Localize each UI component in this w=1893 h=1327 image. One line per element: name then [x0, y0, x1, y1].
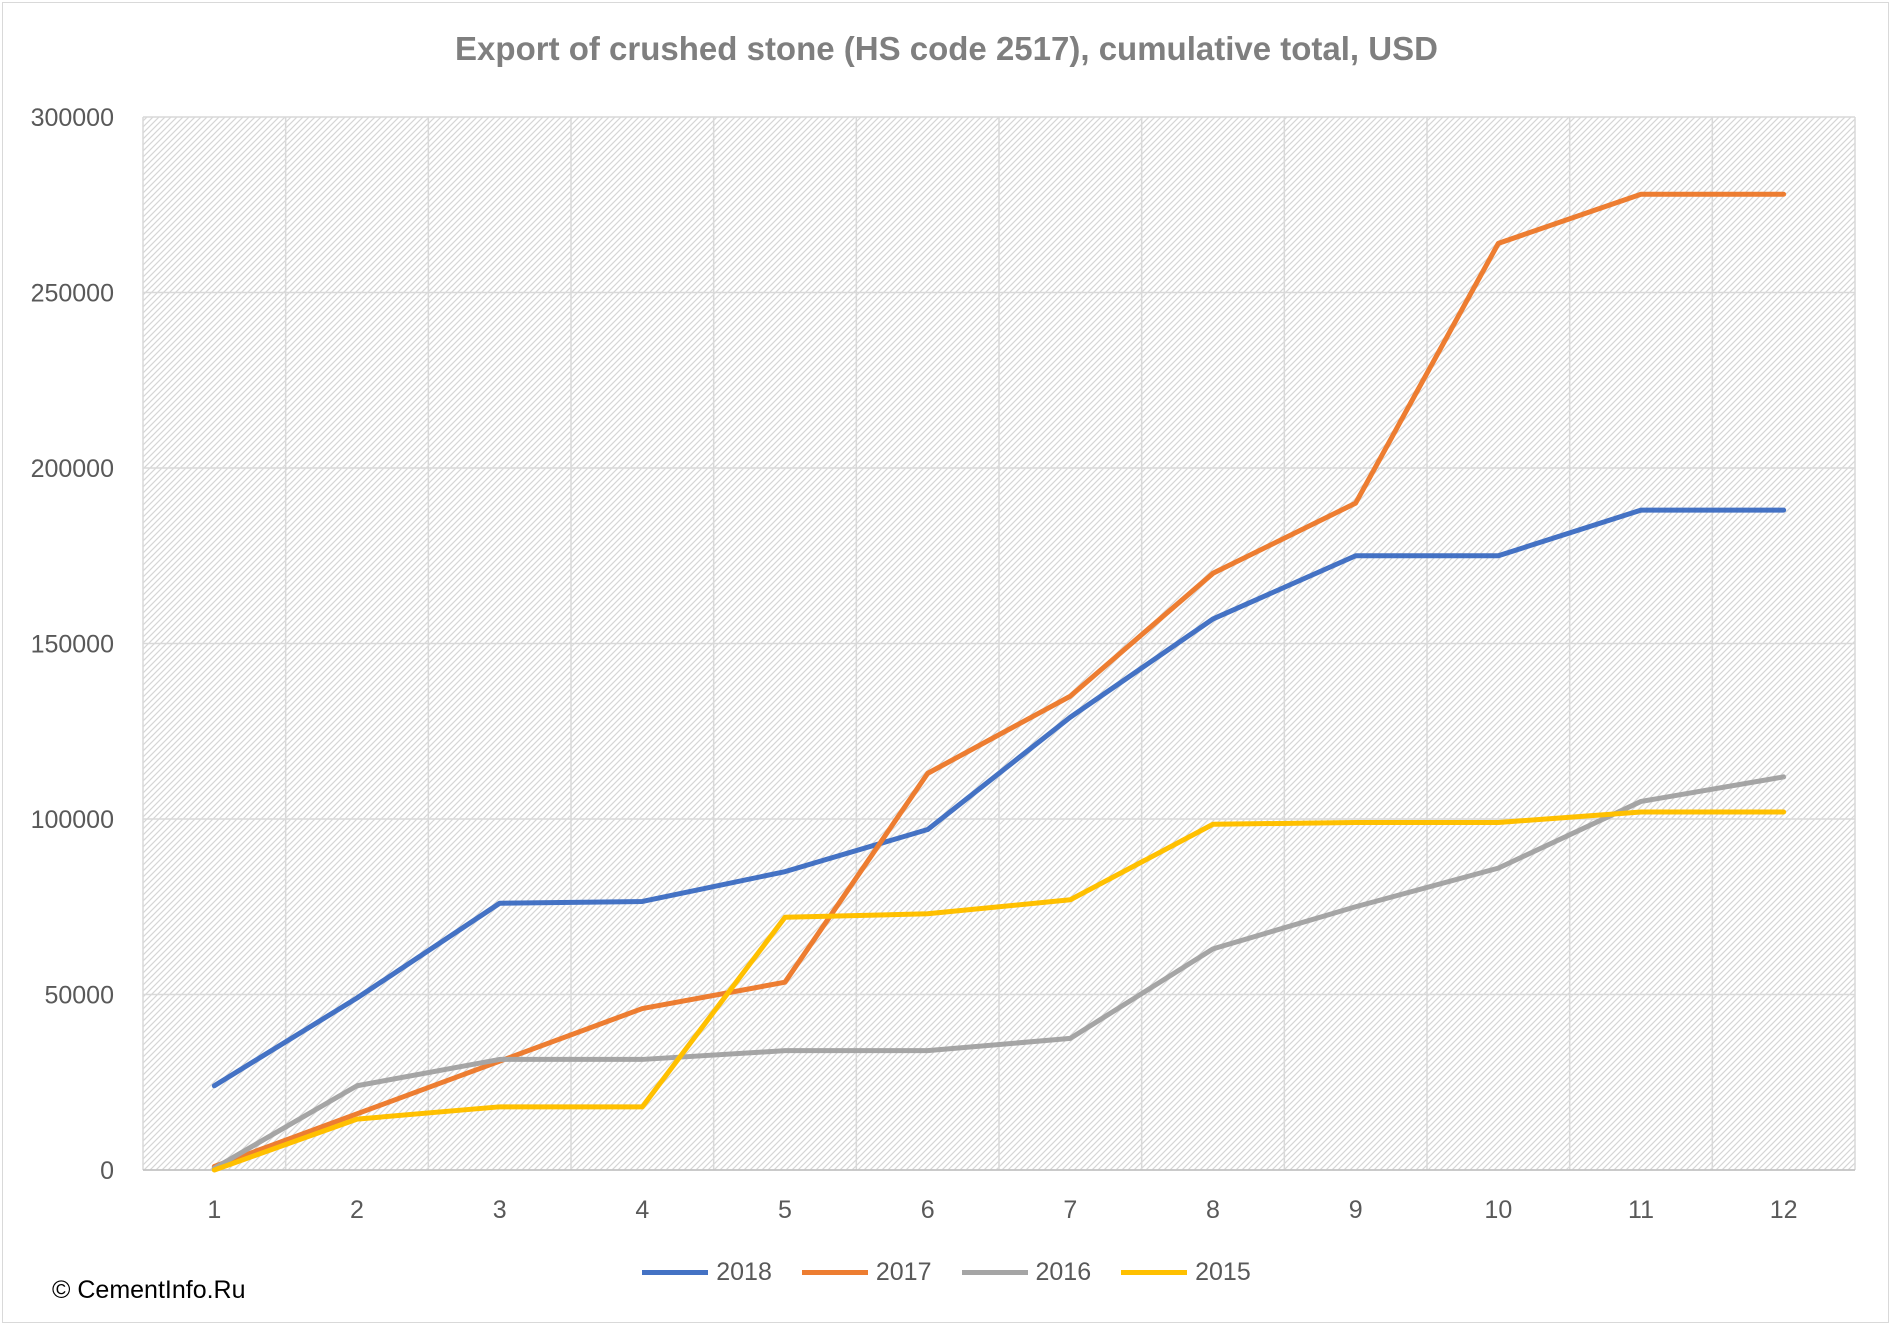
series-line-2015 — [211, 809, 1787, 1173]
legend-swatch — [961, 1270, 1028, 1275]
y-axis-ticks: 0 50000 100000 150000 200000 250000 300000 — [31, 104, 114, 1185]
series-line-2016 — [211, 774, 1787, 1171]
legend: 2018 2017 2016 2015 — [0, 1258, 1893, 1287]
legend-swatch — [1121, 1270, 1188, 1275]
legend-swatch — [642, 1270, 709, 1275]
x-axis-ticks: 1 2 3 4 5 6 7 8 9 10 11 12 — [207, 1196, 1797, 1224]
y-tick-label: 150000 — [31, 631, 114, 659]
x-tick-label: 6 — [921, 1196, 935, 1224]
y-tick-label: 0 — [100, 1157, 114, 1185]
series-line-2018 — [211, 507, 1787, 1089]
series-lines — [211, 191, 1787, 1173]
y-tick-label: 300000 — [31, 104, 114, 132]
x-tick-label: 7 — [1063, 1196, 1077, 1224]
x-tick-label: 11 — [1628, 1196, 1654, 1224]
x-tick-label: 4 — [635, 1196, 649, 1224]
credit-text: © CementInfo.Ru — [52, 1276, 246, 1304]
legend-item-2016: 2016 — [961, 1258, 1092, 1287]
gridlines — [142, 116, 1856, 1171]
x-tick-label: 8 — [1206, 1196, 1220, 1224]
series-line-2017 — [211, 191, 1787, 1169]
x-tick-label: 5 — [778, 1196, 792, 1224]
chart-title: Export of crushed stone (HS code 2517), … — [455, 30, 1438, 67]
x-tick-label: 12 — [1770, 1196, 1798, 1224]
y-tick-label: 50000 — [44, 982, 114, 1010]
legend-label: 2017 — [875, 1258, 932, 1286]
x-tick-label: 10 — [1484, 1196, 1512, 1224]
legend-swatch — [801, 1270, 868, 1275]
x-tick-label: 9 — [1349, 1196, 1363, 1224]
legend-item-2017: 2017 — [801, 1258, 932, 1287]
legend-item-2018: 2018 — [642, 1258, 772, 1287]
x-tick-label: 1 — [207, 1196, 221, 1224]
x-tick-label: 3 — [493, 1196, 507, 1224]
legend-label: 2018 — [716, 1258, 772, 1286]
legend-label: 2016 — [1035, 1258, 1092, 1286]
y-tick-label: 250000 — [31, 280, 114, 308]
legend-label: 2015 — [1195, 1258, 1251, 1286]
legend-item-2015: 2015 — [1121, 1258, 1251, 1287]
y-tick-label: 200000 — [31, 455, 114, 483]
x-tick-label: 2 — [350, 1196, 364, 1224]
y-tick-label: 100000 — [31, 806, 114, 834]
